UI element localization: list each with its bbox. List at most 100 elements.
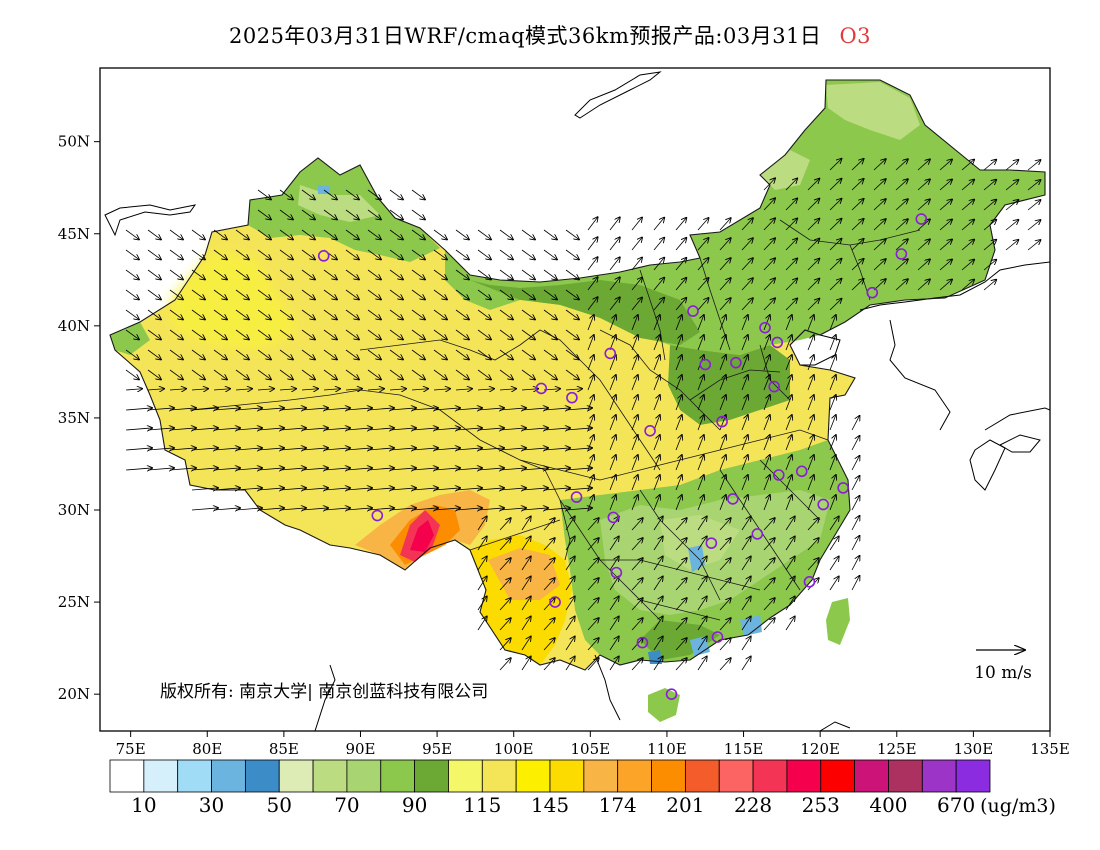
wind-arrow — [763, 495, 770, 511]
city-marker — [759, 321, 771, 334]
wind-arrow — [807, 259, 819, 271]
wind-arrow — [851, 536, 859, 551]
wind-arrow — [169, 389, 186, 390]
wind-arrow — [851, 416, 859, 431]
wind-arrow — [609, 657, 619, 671]
wind-arrow — [191, 408, 218, 410]
wind-arrow — [785, 259, 797, 271]
wind-arrow — [939, 219, 952, 231]
colorbar-label: 400 — [869, 793, 907, 817]
wind-arrow — [609, 495, 616, 511]
wind-arrow — [521, 229, 535, 239]
wind-arrow — [587, 558, 599, 571]
wind-arrow — [191, 468, 218, 470]
wind-arrow — [565, 657, 575, 671]
wind-arrow — [345, 269, 359, 279]
wind-arrow — [543, 638, 555, 651]
wind-arrow — [389, 229, 403, 239]
wind-arrow — [851, 199, 864, 211]
wind-arrow — [697, 258, 709, 271]
wind-arrow — [697, 577, 707, 591]
wind-arrow — [543, 658, 555, 671]
wind-arrow — [389, 189, 403, 199]
wind-arrow — [235, 289, 249, 299]
wind-arrow — [367, 408, 394, 410]
wind-arrow — [411, 389, 428, 390]
wind-arrow — [763, 435, 770, 451]
lon-tick-label: 110E — [647, 740, 687, 758]
wind-arrow — [543, 598, 555, 611]
wind-arrow — [631, 455, 638, 471]
colorbar-swatch — [921, 759, 957, 793]
wind-arrow — [455, 229, 469, 239]
wind-arrow — [741, 315, 748, 331]
wind-arrow — [983, 240, 996, 251]
wind-arrow — [213, 249, 227, 259]
wind-arrow — [455, 249, 469, 259]
wind-arrow — [719, 558, 731, 571]
wind-arrow — [939, 279, 952, 291]
wind-arrow — [257, 468, 284, 470]
colorbar-label: 253 — [802, 793, 840, 817]
wind-arrow — [829, 179, 841, 191]
wind-arrow — [499, 329, 513, 339]
wind-arrow — [895, 239, 908, 251]
wind-arrow — [147, 448, 174, 450]
wind-arrow — [389, 389, 406, 390]
wind-arrow — [587, 658, 599, 671]
wind-arrow — [741, 597, 751, 611]
wind-arrow — [521, 637, 531, 651]
city-marker — [772, 469, 785, 481]
lat-tick-label: 35N — [58, 409, 90, 427]
wind-arrow — [785, 495, 792, 511]
wind-arrow — [675, 618, 687, 631]
lon-tick-label: 100E — [494, 740, 534, 758]
wind-arrow — [191, 349, 205, 359]
wind-arrow — [543, 269, 557, 279]
wind-arrow — [521, 269, 535, 279]
wind-arrow — [191, 289, 205, 299]
wind-arrow — [609, 257, 620, 271]
wind-arrow — [499, 598, 511, 611]
wind-arrow — [323, 448, 350, 450]
city-marker — [716, 415, 728, 428]
wind-arrow — [609, 315, 616, 331]
wind-arrow — [719, 335, 726, 351]
wind-arrow — [763, 558, 775, 571]
wind-arrow — [301, 189, 315, 199]
wind-arrow — [235, 389, 252, 390]
wind-arrow — [213, 428, 240, 430]
wind-arrow — [829, 375, 836, 391]
wind-arrow — [631, 375, 638, 391]
city-marker — [895, 248, 908, 260]
wind-arrow — [323, 488, 350, 490]
wind-arrow — [125, 369, 139, 379]
wind-arrow — [653, 258, 664, 271]
wind-arrow — [763, 518, 775, 531]
wind-arrow — [961, 200, 974, 211]
lon-tick-label: 85E — [269, 740, 299, 758]
wind-arrow — [609, 537, 619, 551]
wind-arrow — [169, 269, 183, 279]
wind-arrow — [499, 448, 526, 450]
wind-arrow — [609, 297, 620, 311]
wind-arrow — [829, 577, 839, 591]
wind-arrow — [521, 249, 535, 259]
wind-arrow — [653, 375, 660, 391]
wind-arrow — [609, 355, 616, 371]
wind-arrow — [653, 617, 663, 631]
wind-arrow — [873, 199, 886, 211]
wind-arrow — [829, 537, 839, 551]
wind-arrow — [697, 495, 704, 511]
wind-arrow — [983, 200, 996, 211]
wind-arrow — [1027, 160, 1040, 171]
wind-arrow — [961, 220, 974, 231]
wind-arrow — [587, 257, 598, 271]
wind-arrow — [763, 335, 770, 351]
wind-arrow — [433, 369, 447, 379]
wind-arrow — [631, 415, 638, 431]
wind-arrow — [675, 658, 687, 671]
colorbar-label: 70 — [334, 793, 359, 817]
wind-arrow — [763, 455, 770, 471]
wind-arrow — [169, 468, 196, 470]
